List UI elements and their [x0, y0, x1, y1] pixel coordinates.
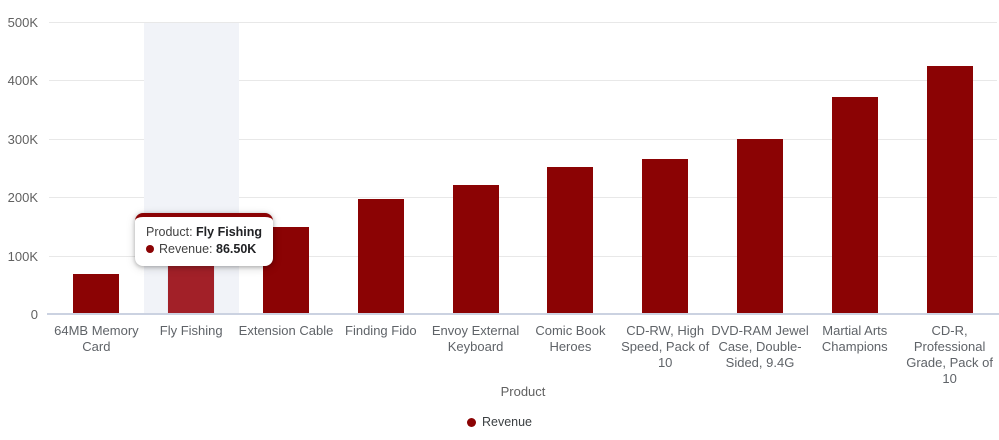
x-axis-category-label-martial-arts-champions: Martial Arts Champions: [821, 323, 888, 354]
bar-cd-r-professional-grade-pack-of-10[interactable]: [926, 66, 973, 314]
x-axis-title: Product: [500, 384, 546, 399]
x-axis-category-label-fly-fishing: Fly Fishing: [159, 323, 223, 338]
tooltip-revenue-line: Revenue: 86.50K: [146, 241, 262, 258]
x-axis-category-label-cd-r-professional-grade-pack-of-10: CD-R, Professional Grade, Pack of 10: [906, 323, 993, 386]
legend-item-revenue[interactable]: Revenue: [466, 415, 533, 429]
bar-finding-fido[interactable]: [357, 199, 404, 314]
y-axis-tick-label-100K: 100K: [7, 248, 38, 264]
chart-tooltip: Product: Fly Fishing Revenue: 86.50K: [135, 213, 274, 266]
bar-cd-rw-high-speed-pack-of-10[interactable]: [642, 159, 689, 314]
x-axis-category-label-extension-cable: Extension Cable: [238, 323, 334, 338]
gridline-400K: [49, 80, 997, 82]
x-axis-category-label-envoy-external-keyboard: Envoy External Keyboard: [431, 323, 520, 354]
chart-legend: Revenue: [0, 415, 999, 429]
legend-dot-icon: [466, 417, 476, 427]
y-axis-tick-label-500K: 500K: [7, 15, 38, 30]
y-axis-tick-label-0: 0: [30, 307, 38, 322]
tooltip-series-dot-icon: [146, 245, 154, 253]
x-axis-category-label-comic-book-heroes: Comic Book Heroes: [535, 323, 606, 354]
x-axis-category-label-dvd-ram-jewel-case-double-sided-9-4g: DVD-RAM Jewel Case, Double-Sided, 9.4G: [711, 323, 809, 370]
y-axis-tick-label-200K: 200K: [7, 190, 38, 206]
tooltip-revenue-value: 86.50K: [216, 242, 257, 256]
bar-comic-book-heroes[interactable]: [547, 166, 594, 314]
bar-fly-fishing[interactable]: [167, 262, 216, 315]
bar-martial-arts-champions[interactable]: [831, 97, 878, 314]
tooltip-product-label: Product:: [146, 225, 193, 239]
gridline-100K: [49, 255, 997, 257]
legend-label: Revenue: [481, 415, 533, 429]
gridline-200K: [49, 197, 997, 199]
y-axis-tick-label-400K: 400K: [7, 73, 38, 89]
y-axis-tick-label-300K: 300K: [7, 131, 38, 147]
tooltip-product-value: Fly Fishing: [196, 225, 263, 239]
bar-dvd-ram-jewel-case-double-sided-9-4g[interactable]: [737, 138, 783, 314]
x-axis-category-label-64mb-memory-card: 64MB Memory Card: [54, 323, 139, 354]
x-axis-category-label-finding-fido: Finding Fido: [345, 323, 417, 338]
gridline-500K: [49, 22, 997, 23]
x-axis-category-label-cd-rw-high-speed-pack-of-10: CD-RW, High Speed, Pack of 10: [621, 323, 710, 370]
x-axis-line: [47, 313, 999, 315]
tooltip-revenue-label: Revenue:: [159, 242, 213, 256]
tooltip-product-line: Product: Fly Fishing: [146, 224, 262, 241]
gridline-300K: [49, 138, 997, 140]
bar-64mb-memory-card[interactable]: [73, 273, 120, 314]
bar-envoy-external-keyboard[interactable]: [452, 184, 499, 314]
